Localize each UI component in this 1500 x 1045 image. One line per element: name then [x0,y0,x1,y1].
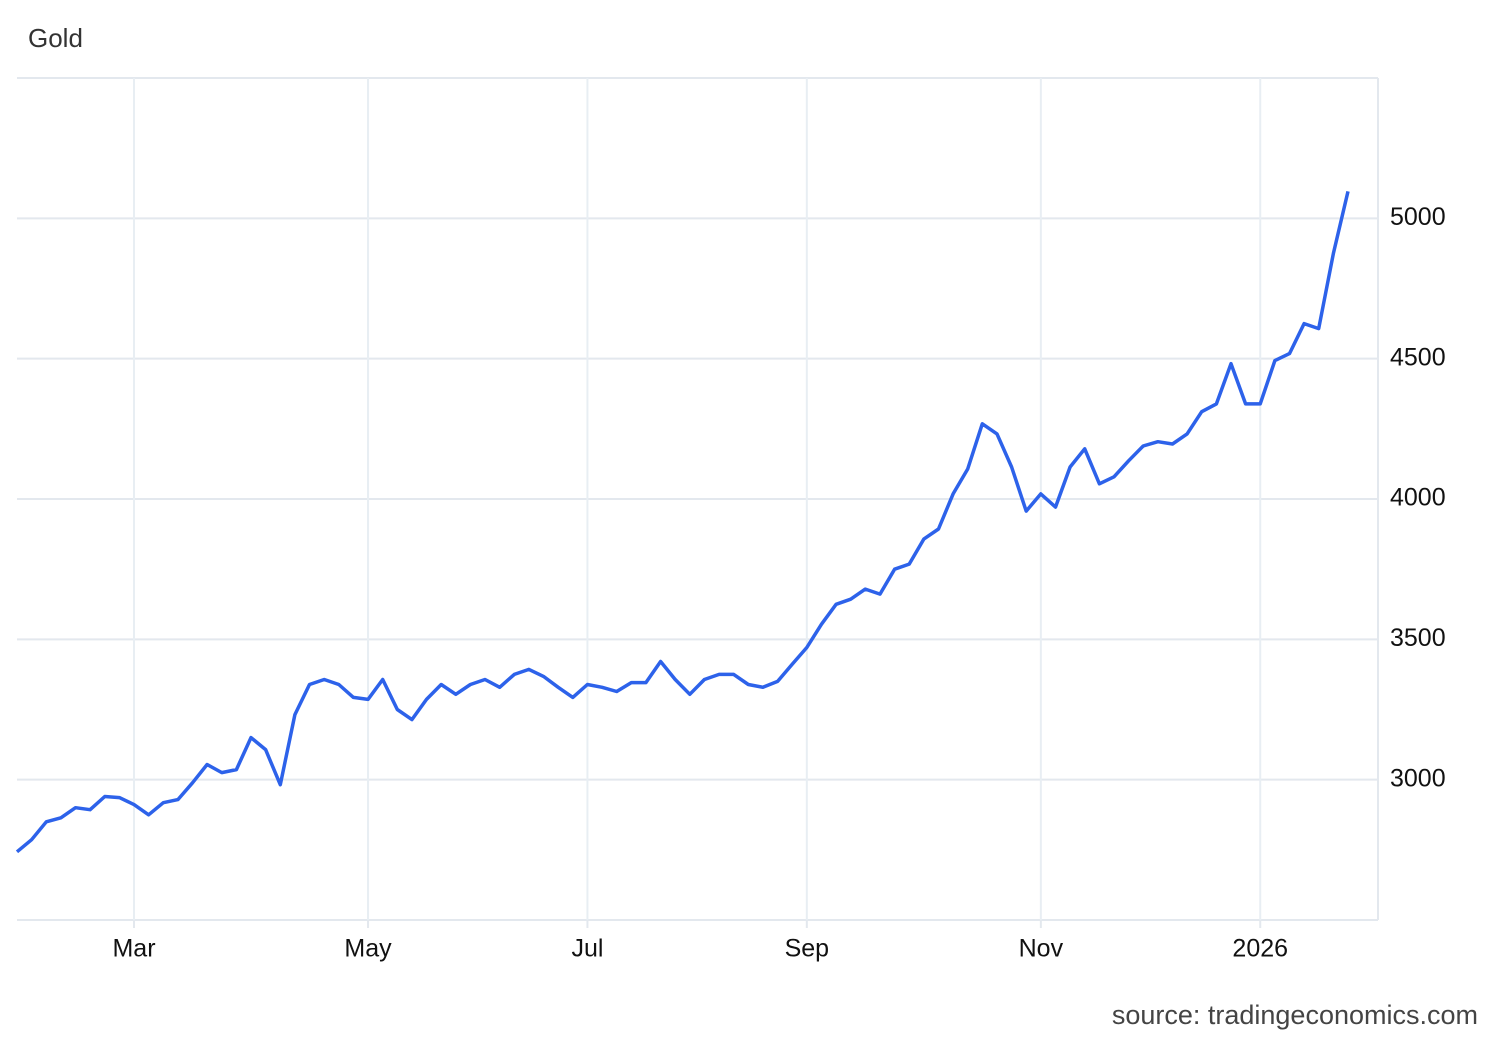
x-tick-label: Jul [571,935,603,963]
source: source: tradingeconomics.com [1112,1000,1478,1030]
y-tick-label: 4000 [1390,484,1446,512]
x-tick-label: 2026 [1232,935,1288,963]
y-tick-label: 4500 [1390,343,1446,371]
y-tick-label: 3500 [1390,624,1446,652]
y-tick-label: 5000 [1390,203,1446,231]
y-tick-label: 3000 [1390,764,1446,792]
x-tick-label: May [344,935,392,963]
price-line [15,190,1350,854]
x-tick-label: Mar [112,935,155,963]
chart-title: Gold [28,23,83,53]
x-tick-label: Nov [1019,935,1064,963]
x-tick-label: Sep [785,935,829,963]
